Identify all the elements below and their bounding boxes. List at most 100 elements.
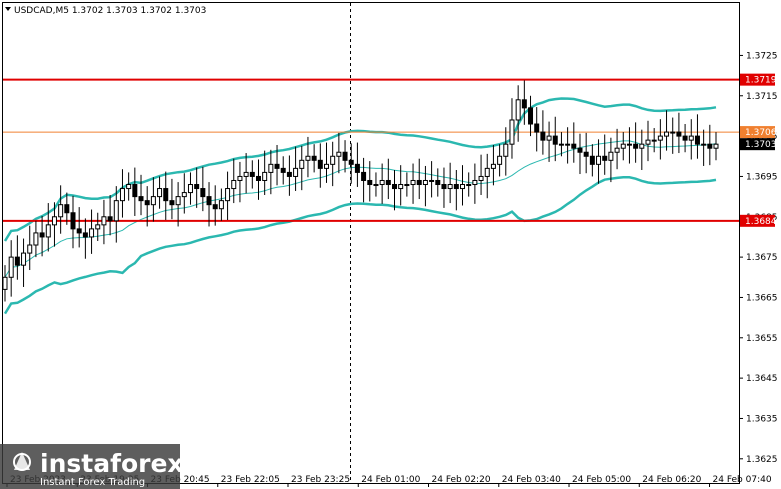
candle-body [583, 151, 589, 157]
candle-body [354, 163, 360, 173]
candle-body [379, 179, 385, 186]
candle-body [181, 192, 187, 198]
candle-body [398, 184, 404, 190]
candle-body [373, 184, 379, 187]
level-price-tag [740, 214, 775, 227]
candle-body [385, 179, 391, 186]
candle-body [45, 224, 51, 238]
moving-average-line [4, 140, 717, 278]
candle-body [305, 155, 311, 161]
current-price-tag [740, 138, 775, 151]
candle-body [701, 143, 707, 146]
candle-body [410, 179, 416, 186]
candle-body [460, 184, 466, 190]
candle-body [150, 196, 156, 206]
candle-body [33, 232, 39, 246]
candle-body [27, 244, 33, 254]
candle-body [39, 232, 45, 238]
instaforex-logo: instaforex Instant Forex Trading [0, 444, 184, 489]
time-tick-label: 23 Feb 20:45 [151, 475, 210, 485]
candle-body [596, 155, 602, 165]
level-price-label: 1.3719 [745, 76, 777, 86]
symbol-info: USDCAD,M5 1.3702 1.3703 1.3702 1.3703 [14, 6, 206, 16]
candle-body [218, 200, 224, 210]
candle-body [441, 184, 447, 190]
candle-body [589, 155, 595, 165]
candle-body [633, 143, 639, 149]
candle-body [95, 224, 101, 230]
candle-body [157, 188, 163, 198]
candle-body [447, 184, 453, 190]
candle-body [348, 159, 354, 165]
candle-body [132, 184, 138, 198]
price-tick-label: 1.3655 [746, 334, 778, 344]
candle-body [435, 179, 441, 186]
candle-body [682, 135, 688, 141]
candle-body [293, 167, 299, 177]
horizontal-levels [3, 78, 739, 222]
time-tick-label: 23 Feb 22:05 [221, 475, 280, 485]
candle-body [577, 147, 583, 153]
candle-body [602, 155, 608, 161]
candle-body [453, 184, 459, 190]
candle-body [546, 135, 552, 141]
candle-body [268, 163, 274, 173]
candle-body [187, 184, 193, 194]
candle-body [707, 143, 713, 149]
candle-body [614, 147, 620, 153]
candle-body [113, 200, 119, 222]
candle-body [565, 143, 571, 146]
candle-body [336, 151, 342, 157]
candle-body [107, 216, 113, 222]
candle-body [657, 135, 663, 141]
candle-body [515, 99, 521, 121]
candle-body [262, 171, 268, 181]
time-tick-label: 24 Feb 03:40 [502, 475, 561, 485]
logo-background [0, 444, 180, 489]
candle-body [21, 252, 27, 266]
price-tick-label: 1.3675 [746, 253, 778, 263]
level-price-tag [740, 73, 775, 86]
candle-body [478, 175, 484, 181]
candle-body [225, 188, 231, 202]
candle-body [76, 228, 82, 234]
candle-body [422, 179, 428, 186]
candle-body [330, 155, 336, 165]
candle-body [286, 171, 292, 177]
candle-body [237, 175, 243, 181]
candle-body [299, 159, 305, 169]
candle-body [472, 179, 478, 186]
candle-body [651, 139, 657, 142]
candle-body [713, 143, 719, 149]
candlesticks [2, 80, 719, 302]
candle-body [58, 204, 64, 218]
candle-body [392, 184, 398, 190]
price-tick-label: 1.3665 [746, 293, 778, 303]
level-price-label: 1.3706 [745, 128, 777, 138]
candle-body [694, 135, 700, 145]
candle-body [540, 131, 546, 141]
candle-body [404, 184, 410, 187]
candle-body [163, 188, 169, 202]
time-tick-label: 23 Feb 23:25 [291, 475, 350, 485]
chart-border [2, 2, 740, 484]
candle-body [620, 143, 626, 149]
time-tick-label: 24 Feb 01:00 [361, 475, 420, 485]
candle-body [70, 212, 76, 230]
candle-body [416, 179, 422, 186]
candle-body [119, 188, 125, 202]
price-scale: 1.37251.37151.37051.36951.36851.36751.36… [739, 51, 778, 465]
candle-body [639, 143, 645, 149]
candle-body [280, 167, 286, 173]
candle-body [670, 131, 676, 134]
candle-body [243, 171, 249, 177]
candle-body [490, 163, 496, 169]
candle-body [14, 256, 20, 266]
candle-body [64, 204, 70, 214]
candle-body [200, 188, 206, 198]
candle-body [664, 131, 670, 137]
level-price-tag [740, 126, 775, 139]
candle-body [534, 123, 540, 133]
time-tick-label: 24 Feb 05:00 [572, 475, 631, 485]
